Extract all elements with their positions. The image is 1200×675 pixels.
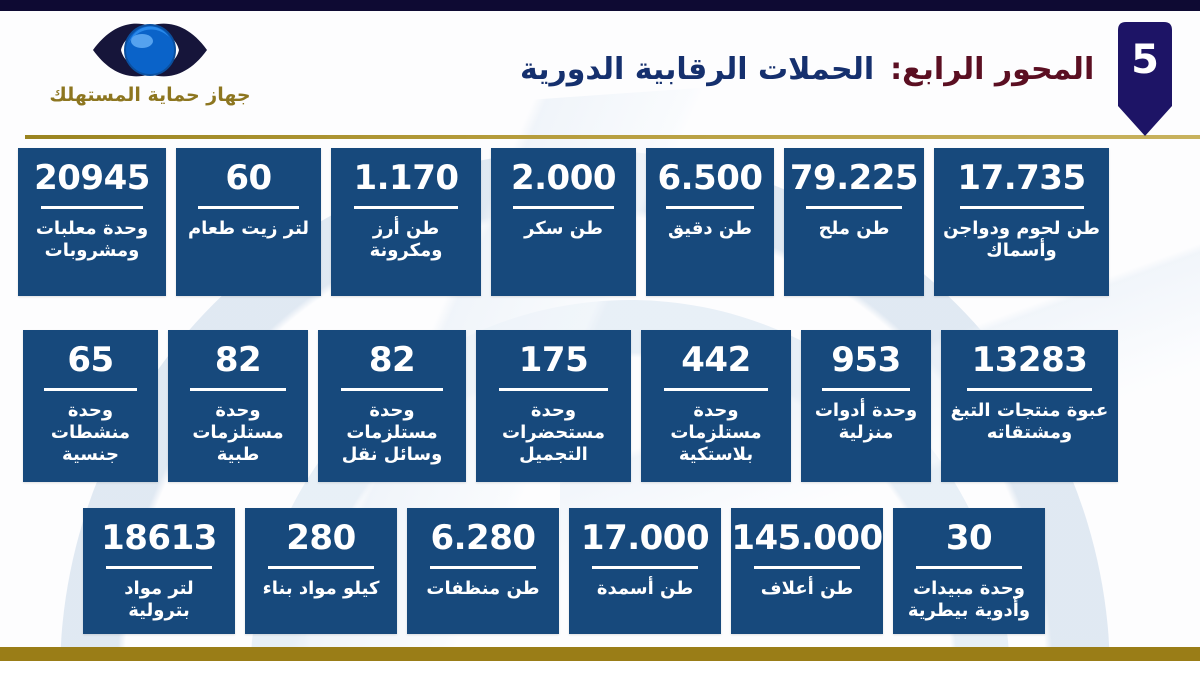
stat-label: طن دقيق xyxy=(668,218,753,240)
stat-label: طن أرز ومكرونة xyxy=(369,218,443,261)
header: جهاز حماية المستهلك المحور الرابع: الحمل… xyxy=(0,11,1200,139)
stat-value: 280 xyxy=(286,518,356,558)
stat-card: 18613 لتر مواد بترولية xyxy=(83,508,235,634)
stat-divider xyxy=(513,206,614,210)
stat-card: 1.170 طن أرز ومكرونة xyxy=(331,148,481,296)
stat-label: طن لحوم ودواجن وأسماك xyxy=(943,218,1100,261)
stat-label: وحدة مستلزمات طبية xyxy=(192,400,284,465)
stat-card: 65 وحدة منشطات جنسية xyxy=(23,330,158,482)
stat-label: وحدة أدوات منزلية xyxy=(814,400,918,443)
stat-card: 953 وحدة أدوات منزلية xyxy=(801,330,931,482)
stat-divider xyxy=(44,388,137,392)
stat-value: 17.735 xyxy=(957,158,1086,198)
stat-value: 13283 xyxy=(971,340,1088,380)
stat-card: 6.280 طن منظفات xyxy=(407,508,559,634)
bottom-white-strip xyxy=(0,661,1200,675)
stat-divider xyxy=(663,388,769,392)
top-navy-strip xyxy=(0,0,1200,11)
stat-value: 82 xyxy=(368,340,416,380)
stat-value: 1.170 xyxy=(353,158,459,198)
section-number-badge: 5 xyxy=(1110,22,1180,138)
stat-label: وحدة معلبات ومشروبات xyxy=(35,218,149,261)
stat-value: 82 xyxy=(214,340,262,380)
stat-card: 17.735 طن لحوم ودواجن وأسماك xyxy=(934,148,1109,296)
stat-divider xyxy=(429,566,537,570)
stat-card: 30 وحدة مبيدات وأدوية بيطرية xyxy=(893,508,1045,634)
stat-divider xyxy=(966,388,1093,392)
stat-label: لتر زيت طعام xyxy=(187,218,310,240)
gold-divider xyxy=(25,135,1200,139)
organization-logo: جهاز حماية المستهلك xyxy=(30,17,270,129)
stat-label: كيلو مواد بناء xyxy=(262,578,380,600)
stat-label: طن سكر xyxy=(524,218,603,240)
section-number: 5 xyxy=(1131,37,1159,83)
stat-value: 65 xyxy=(67,340,114,380)
stat-divider xyxy=(959,206,1084,210)
stats-row-1: 17.735 طن لحوم ودواجن وأسماك 79.225 طن ملح 6… xyxy=(18,148,1109,296)
stat-divider xyxy=(340,388,444,392)
stat-value: 2.000 xyxy=(510,158,617,198)
stat-label: لتر مواد بترولية xyxy=(124,578,194,621)
stat-label: وحدة مبيدات وأدوية بيطرية xyxy=(907,578,1031,621)
stat-card: 13283 عبوة منتجات التبغ ومشتقاته xyxy=(941,330,1118,482)
stat-divider xyxy=(198,206,299,210)
bottom-gold-strip xyxy=(0,647,1200,661)
stat-label: طن ملح xyxy=(818,218,890,240)
stat-divider xyxy=(666,206,754,210)
title-lead: المحور الرابع: xyxy=(890,51,1095,87)
stat-divider xyxy=(105,566,213,570)
stat-card: 60 لتر زيت طعام xyxy=(176,148,321,296)
stat-value: 175 xyxy=(518,340,589,380)
stat-card: 17.000 طن أسمدة xyxy=(569,508,721,634)
stat-card: 82 وحدة مستلزمات وسائل نقل xyxy=(318,330,466,482)
stat-value: 6.500 xyxy=(657,158,763,198)
slide-title: المحور الرابع: الحملات الرقابية الدورية xyxy=(520,41,1094,97)
stat-card: 2.000 طن سكر xyxy=(491,148,636,296)
stat-label: وحدة مستحضرات التجميل xyxy=(502,400,605,465)
stat-label: وحدة مستلزمات بلاستكية xyxy=(670,400,762,465)
stat-divider xyxy=(189,388,287,392)
stat-value: 60 xyxy=(225,158,272,198)
stat-card: 6.500 طن دقيق xyxy=(646,148,774,296)
stat-value: 442 xyxy=(681,340,751,380)
stat-value: 20945 xyxy=(34,158,150,198)
stat-label: طن أعلاف xyxy=(760,578,854,600)
stat-value: 953 xyxy=(831,340,901,380)
stat-value: 30 xyxy=(945,518,993,558)
stat-divider xyxy=(499,388,608,392)
stat-value: 6.280 xyxy=(430,518,536,558)
stats-row-3: 30 وحدة مبيدات وأدوية بيطرية 145.000 طن أعل… xyxy=(83,508,1045,634)
stat-label: طن أسمدة xyxy=(596,578,694,600)
stat-card: 175 وحدة مستحضرات التجميل xyxy=(476,330,631,482)
stat-card: 82 وحدة مستلزمات طبية xyxy=(168,330,308,482)
stat-value: 18613 xyxy=(101,518,217,558)
stat-card: 442 وحدة مستلزمات بلاستكية xyxy=(641,330,791,482)
stat-divider xyxy=(267,566,375,570)
stat-value: 17.000 xyxy=(580,518,710,558)
stat-divider xyxy=(915,566,1023,570)
stat-divider xyxy=(40,206,144,210)
stat-value: 145.000 xyxy=(731,518,883,558)
eye-logo-icon xyxy=(91,19,209,81)
stat-card: 20945 وحدة معلبات ومشروبات xyxy=(18,148,166,296)
stat-divider xyxy=(753,566,861,570)
stat-divider xyxy=(805,206,903,210)
stat-label: عبوة منتجات التبغ ومشتقاته xyxy=(950,400,1109,443)
logo-text: جهاز حماية المستهلك xyxy=(49,84,251,106)
stat-value: 79.225 xyxy=(789,158,919,198)
stat-label: وحدة منشطات جنسية xyxy=(50,400,131,465)
stat-card: 79.225 طن ملح xyxy=(784,148,924,296)
stat-card: 280 كيلو مواد بناء xyxy=(245,508,397,634)
stat-divider xyxy=(821,388,911,392)
stat-label: وحدة مستلزمات وسائل نقل xyxy=(341,400,443,465)
stats-row-2: 13283 عبوة منتجات التبغ ومشتقاته 953 وحدة أ… xyxy=(23,330,1118,482)
stat-card: 145.000 طن أعلاف xyxy=(731,508,883,634)
title-main: الحملات الرقابية الدورية xyxy=(520,51,875,87)
stat-divider xyxy=(353,206,459,210)
stat-divider xyxy=(591,566,699,570)
stat-label: طن منظفات xyxy=(426,578,540,600)
